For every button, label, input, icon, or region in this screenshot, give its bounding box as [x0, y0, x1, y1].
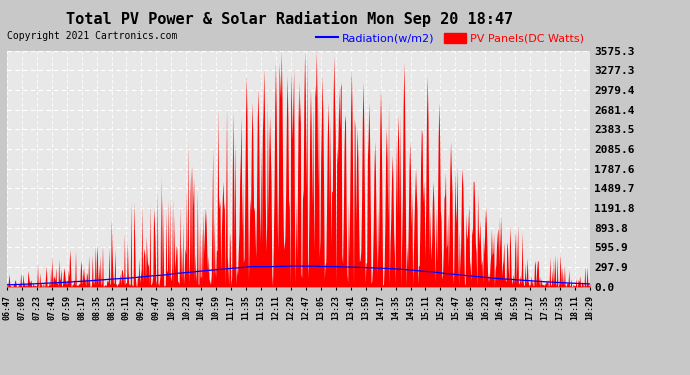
- Legend: Radiation(w/m2), PV Panels(DC Watts): Radiation(w/m2), PV Panels(DC Watts): [315, 33, 584, 44]
- Text: Copyright 2021 Cartronics.com: Copyright 2021 Cartronics.com: [7, 31, 177, 41]
- Text: Total PV Power & Solar Radiation Mon Sep 20 18:47: Total PV Power & Solar Radiation Mon Sep…: [66, 11, 513, 27]
